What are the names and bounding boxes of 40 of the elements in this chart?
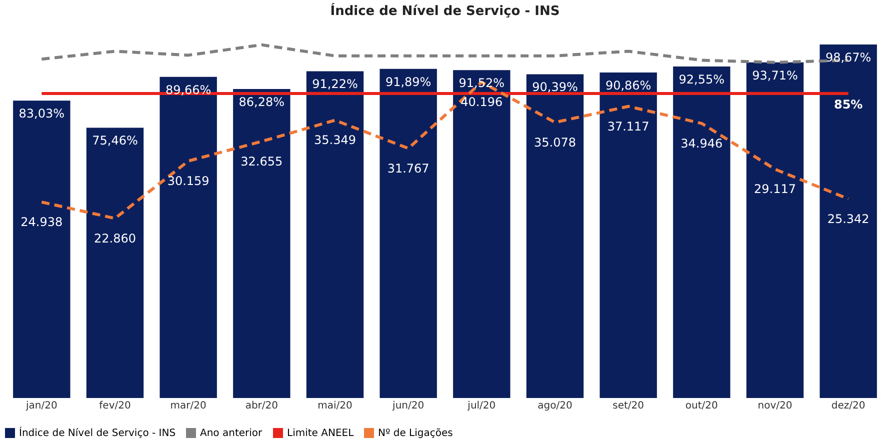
legend-label: Nº de Ligações — [378, 428, 453, 439]
legend-label: Limite ANEEL — [287, 428, 354, 439]
data-label: 90,39% — [532, 80, 578, 94]
x-tick-label: fev/20 — [99, 400, 131, 412]
x-tick-label: abr/20 — [245, 400, 278, 412]
x-tick-label: set/20 — [612, 400, 644, 412]
x-tick-label: nov/20 — [758, 400, 792, 412]
x-tick-label: mai/20 — [318, 400, 352, 412]
x-tick-label: mar/20 — [170, 400, 206, 412]
data-label: 25.342 — [827, 212, 870, 226]
data-label: 32.655 — [240, 154, 283, 168]
data-label: 35.349 — [314, 133, 356, 148]
data-label: 83,03% — [18, 106, 65, 121]
data-label: 98,67% — [825, 50, 872, 65]
legend-label: Índice de Nível de Serviço - INS — [19, 426, 176, 439]
data-label: 85% — [834, 98, 863, 112]
data-label: 75,46% — [92, 134, 138, 148]
data-label: 35.078 — [534, 135, 576, 150]
x-tick-label: dez/20 — [831, 400, 866, 412]
data-label: 92,55% — [678, 72, 725, 86]
data-label: 40.196 — [460, 95, 503, 110]
data-label: 22.860 — [94, 231, 136, 246]
x-tick-label: out/20 — [685, 400, 718, 412]
x-tick-label: jul/20 — [466, 400, 496, 412]
x-tick-label: ago/20 — [538, 400, 572, 412]
data-label: 91,22% — [312, 77, 358, 92]
legend-label: Ano anterior — [200, 428, 264, 439]
x-tick-label: jun/20 — [392, 400, 424, 412]
data-label: 31.767 — [387, 161, 430, 176]
data-label: 24.938 — [20, 215, 63, 230]
data-label: 93,71% — [752, 68, 798, 82]
data-label: 37.117 — [607, 119, 650, 134]
data-label: 86,28% — [238, 94, 285, 109]
data-label: 30.159 — [167, 174, 210, 188]
x-tick-label: jan/20 — [24, 400, 58, 412]
data-label: 29.117 — [754, 182, 796, 196]
data-label: 90,86% — [605, 78, 652, 93]
chart-title: Índice de Nível de Serviço - INS — [330, 2, 560, 19]
data-label: 91,89% — [385, 74, 432, 89]
data-label: 34.946 — [680, 136, 723, 150]
